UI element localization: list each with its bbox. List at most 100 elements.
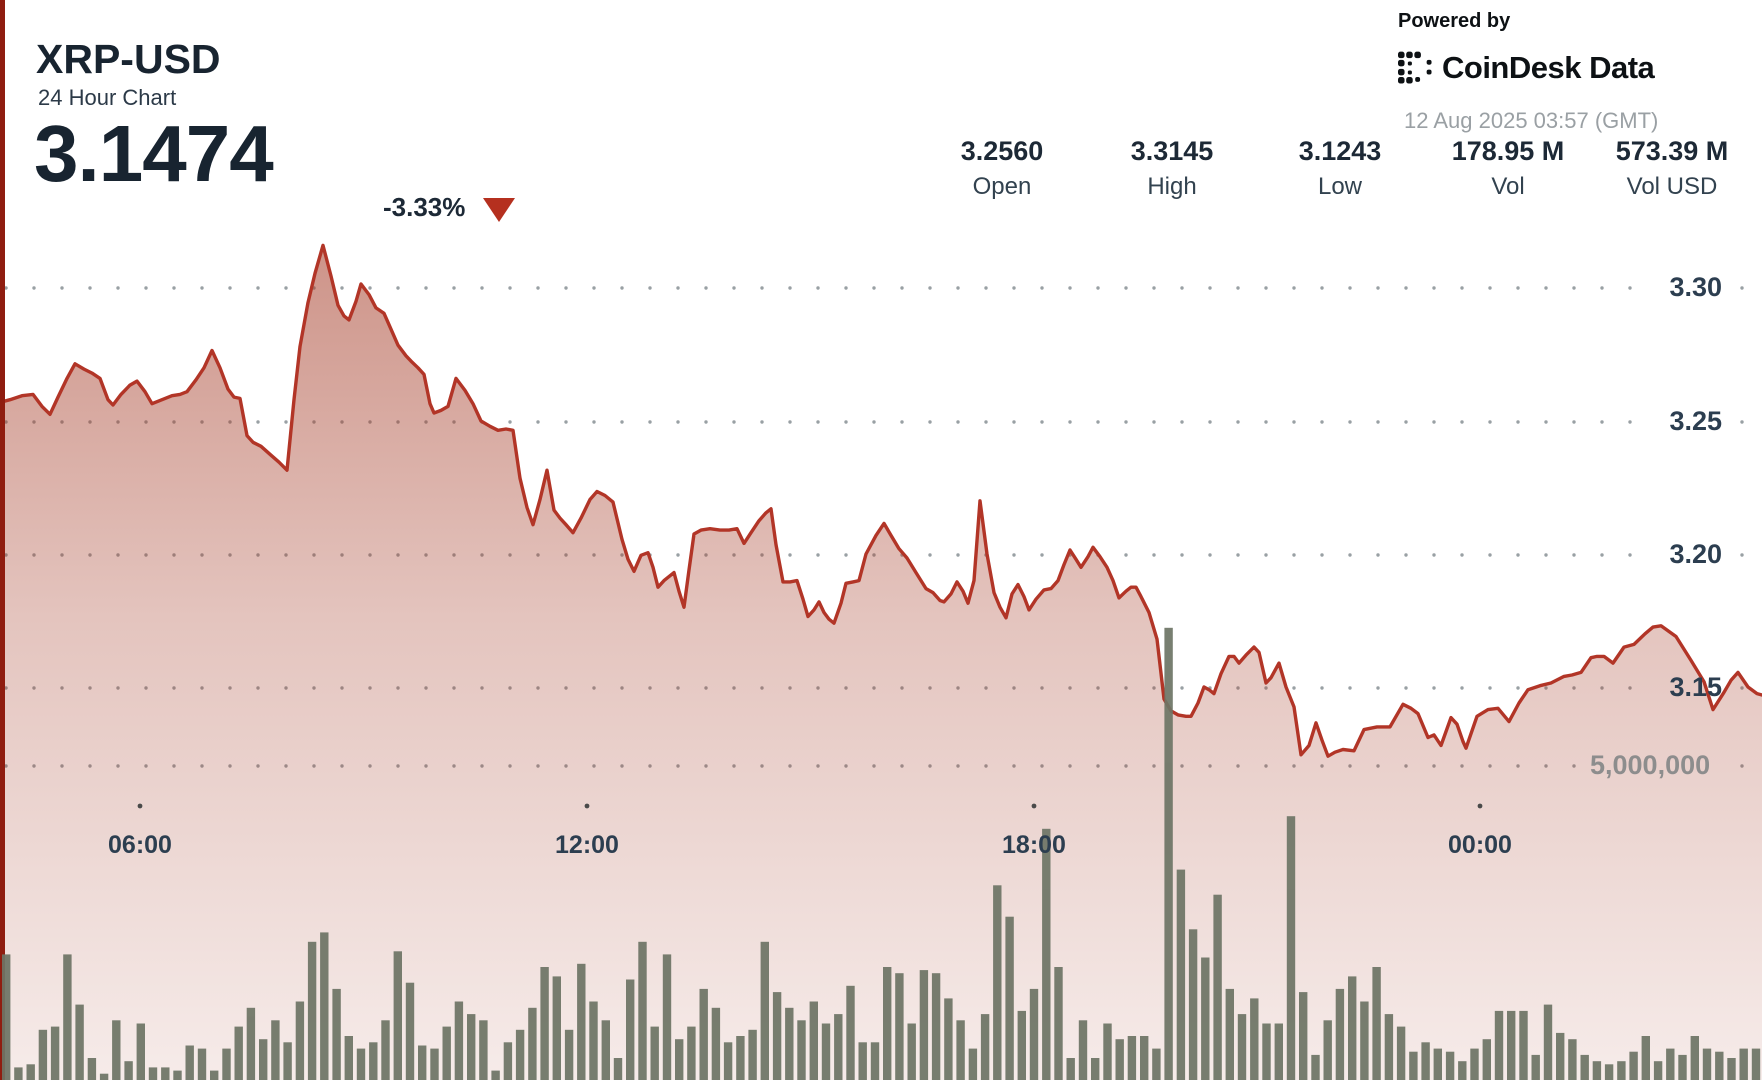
volume-bar [1727,1058,1736,1080]
volume-bar [210,1070,219,1080]
x-axis-time-label: 12:00 [555,831,619,859]
volume-bar [1005,916,1014,1080]
volume-bar [1262,1023,1271,1080]
volume-bar [552,976,561,1080]
volume-bar [1690,1036,1699,1080]
volume-bar [1164,627,1173,1080]
volume-bar [271,1020,280,1080]
y-axis-volume-label: 5,000,000 [1590,750,1711,780]
volume-bar [63,954,72,1080]
stat-value: 3.2560 [960,136,1044,166]
volume-bar [1250,998,1259,1080]
volume-bar [1568,1039,1577,1080]
current-price: 3.1474 [34,109,274,198]
chart-timestamp: 12 Aug 2025 03:57 (GMT) [1404,108,1659,133]
volume-bar [50,1026,60,1080]
stat-value: 573.39 M [1615,136,1729,166]
volume-bar [1066,1058,1075,1080]
volume-bar [1507,1010,1516,1080]
chart-subtitle: 24 Hour Chart [38,85,177,110]
volume-bar [699,988,708,1080]
volume-bar [148,1067,158,1080]
volume-bar [1017,1010,1026,1080]
volume-bar [528,1007,537,1080]
volume-bar [1494,1010,1504,1080]
volume-bar [1445,1051,1455,1080]
volume-bar [785,1007,794,1080]
volume-bar [919,970,929,1080]
volume-bar [99,1073,109,1080]
stat-value: 178.95 M [1451,136,1565,166]
volume-bar [711,1007,721,1080]
volume-bar [1715,1051,1724,1080]
volume-bar [393,951,402,1080]
volume-bars [2,627,1761,1080]
volume-bar [1115,1039,1124,1080]
volume-bar [650,1026,659,1080]
chart-left-edge [0,0,5,1080]
volume-bar [467,1014,476,1080]
stat-high: 3.3145 High [1072,138,1272,199]
volume-bar [1556,1032,1565,1080]
volume-bar [320,932,329,1080]
volume-bar [246,1007,256,1080]
volume-bar [1580,1054,1589,1080]
volume-bar [1372,967,1381,1080]
volume-bar [1299,992,1308,1080]
volume-bar [723,1042,733,1080]
volume-bar [185,1045,194,1080]
volume-bar [442,1026,451,1080]
volume-bar [956,1020,965,1080]
volume-bar [662,954,672,1080]
volume-bar [577,963,586,1080]
volume-bar [748,1029,757,1080]
volume-bar [858,1042,867,1080]
coindesk-brand: CoinDesk Data [1398,48,1655,88]
y-axis-price-label: 3.15 [1669,672,1722,702]
volume-bar [1335,988,1345,1080]
volume-bar [772,992,782,1080]
volume-bar [883,967,892,1080]
volume-bar [1176,869,1186,1080]
volume-bar [1396,1026,1406,1080]
stat-label: High [1147,173,1197,200]
volume-bar [1592,1061,1602,1080]
volume-bar [846,985,855,1080]
volume-bar [968,1048,978,1080]
volume-bar [870,1042,880,1080]
symbol-title: XRP-USD [36,36,221,82]
coindesk-logo-icon [1398,51,1432,84]
volume-bar [895,973,904,1080]
volume-bar [1678,1054,1687,1080]
x-axis-time-label: 18:00 [1002,831,1066,859]
volume-bar [1274,1023,1283,1080]
volume-bar [540,967,549,1080]
volume-bar [1311,1054,1320,1080]
volume-bar [283,1042,292,1080]
volume-bar [1384,1014,1394,1080]
volume-bar [405,982,415,1080]
volume-bar [295,1001,305,1080]
volume-bar [87,1058,97,1080]
volume-bar [1519,1010,1528,1080]
powered-by-label: Powered by [1398,10,1511,32]
volume-bar [234,1026,243,1080]
volume-bar [1323,1020,1332,1080]
volume-bar [1237,1014,1247,1080]
stat-value: 3.1243 [1298,136,1382,166]
x-axis-ticks [137,803,1483,809]
volume-bar [112,1020,121,1080]
volume-bar [1604,1064,1614,1080]
volume-bar [1666,1048,1675,1080]
volume-bar [1091,1058,1100,1080]
volume-bar [821,1023,831,1080]
stat-label: Vol USD [1626,173,1718,200]
volume-bar [1421,1042,1430,1080]
volume-bar [38,1029,48,1080]
volume-bar [626,979,635,1080]
x-axis-time-label: 00:00 [1448,831,1512,859]
volume-bar [564,1029,574,1080]
volume-bar [1617,1061,1626,1080]
